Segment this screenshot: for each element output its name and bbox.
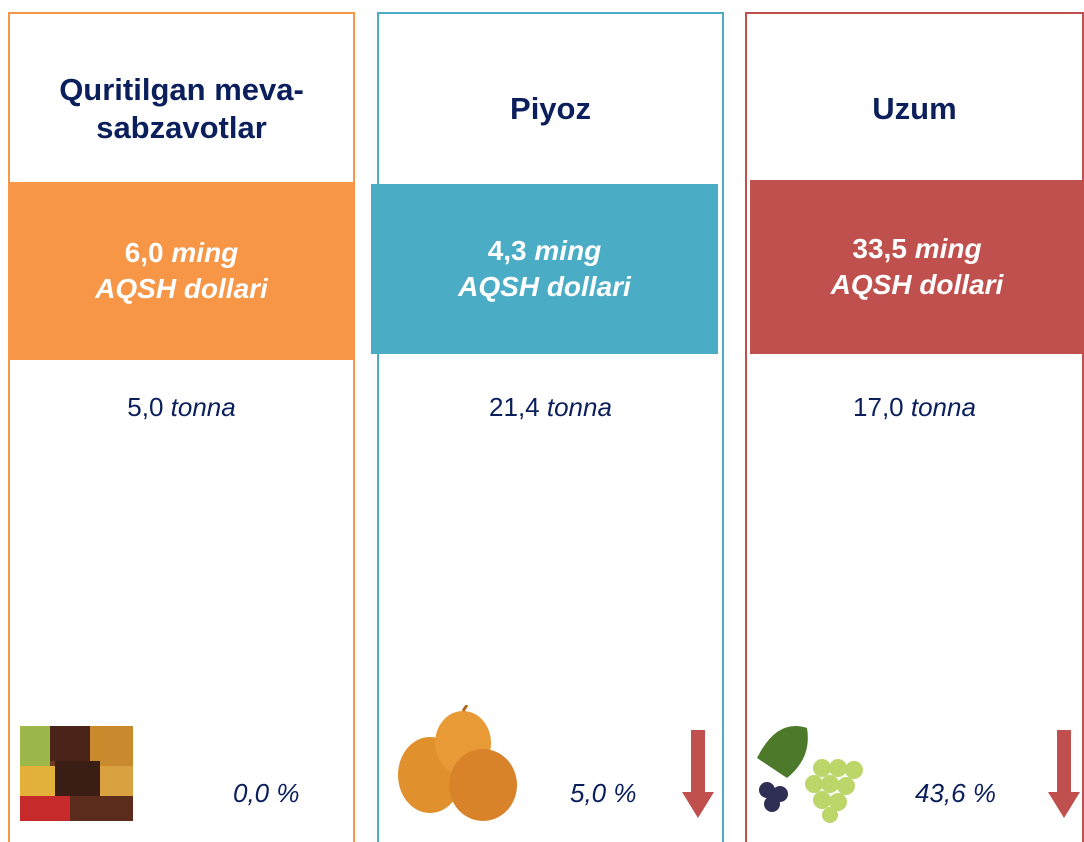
card-title: Piyoz [510, 91, 591, 126]
value: 33,5 [852, 233, 907, 264]
value-unit: ming [914, 233, 982, 264]
volume: 17,0 tonna [745, 392, 1084, 423]
volume-value: 17,0 [853, 392, 904, 422]
down-arrow [1048, 730, 1080, 818]
down-arrow [682, 730, 714, 818]
change: 5,0 % [570, 778, 637, 808]
value-currency: AQSH dollari [95, 273, 268, 304]
volume-value: 5,0 [127, 392, 164, 422]
change: 43,6 % [915, 778, 996, 808]
change: 0,0 % [233, 778, 300, 808]
value-unit: ming [171, 237, 239, 268]
volume-unit: tonna [170, 392, 236, 422]
value-band: 33,5 ming AQSH dollari [750, 180, 1084, 354]
card: Piyoz [377, 12, 724, 842]
dried-fruit-image [20, 726, 133, 821]
value-currency: AQSH dollari [830, 269, 1004, 300]
volume-value: 21,4 [489, 392, 540, 422]
card: Quritilgan meva-sabzavotlar [8, 12, 355, 842]
grape-image [757, 726, 863, 823]
value-line: 33,5 ming [852, 231, 981, 267]
onion-image [398, 705, 517, 821]
value-band: 4,3 ming AQSH dollari [371, 184, 718, 354]
volume: 21,4 tonna [377, 392, 724, 423]
value-currency: AQSH dollari [458, 271, 631, 302]
page: {"cards": [ {"title": "Quritilgan meva-s… [8, 12, 1084, 842]
value-line: 4,3 ming [488, 233, 602, 269]
arrow-shape [682, 730, 714, 818]
value-band: 6,0 ming AQSH dollari [8, 182, 355, 360]
volume-unit: tonna [546, 392, 612, 422]
value-unit: ming [534, 235, 602, 266]
volume: 5,0 tonna [8, 392, 355, 423]
card: Uzum [745, 12, 1084, 842]
arrow-shape [1048, 730, 1080, 818]
volume-unit: tonna [910, 392, 976, 422]
value-line: 6,0 ming [125, 235, 239, 271]
value: 6,0 [124, 237, 164, 268]
card-title: Uzum [872, 91, 957, 126]
card-title: Quritilgan meva-sabzavotlar [59, 72, 304, 145]
value: 4,3 [487, 235, 527, 266]
